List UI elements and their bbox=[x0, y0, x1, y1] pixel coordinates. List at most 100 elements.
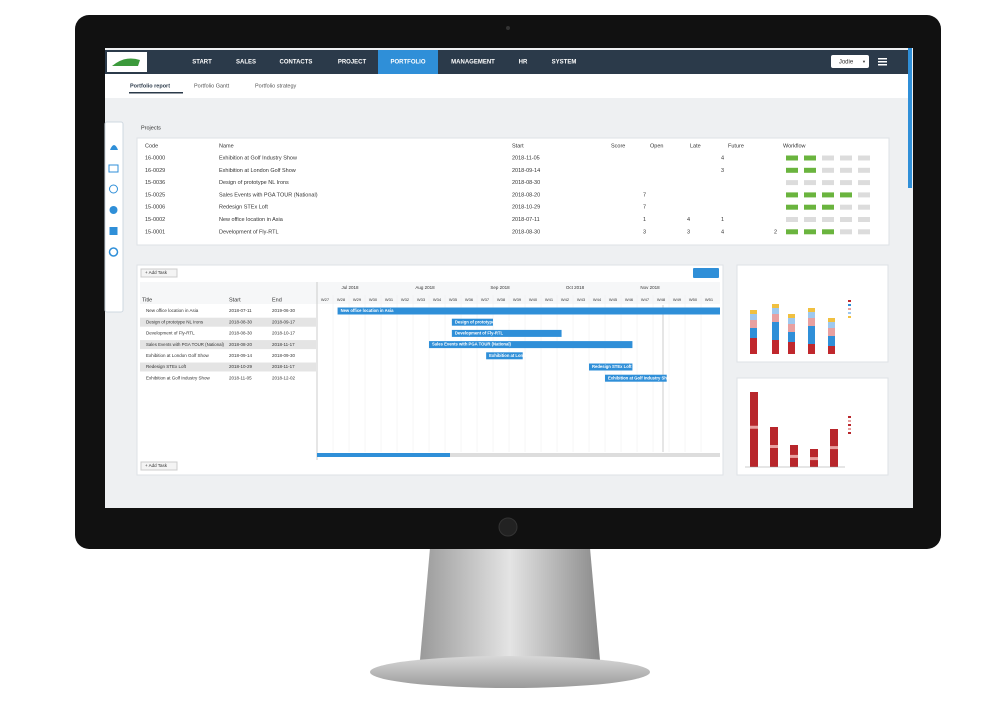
mini-bar-band bbox=[750, 425, 758, 429]
cell: 15-0002 bbox=[145, 217, 165, 223]
task-bar[interactable] bbox=[486, 352, 523, 360]
user-name[interactable]: Jodie bbox=[839, 60, 854, 66]
grid-row bbox=[140, 317, 316, 327]
add-task[interactable]: + Add Task bbox=[145, 270, 168, 275]
week-label: W29 bbox=[353, 297, 362, 302]
mini-bar bbox=[788, 314, 795, 318]
grid-row bbox=[140, 306, 316, 316]
nav-item[interactable]: SALES bbox=[236, 60, 256, 66]
stand bbox=[420, 548, 600, 668]
mini-legend-swatch bbox=[848, 304, 851, 306]
workflow-step bbox=[804, 204, 816, 210]
mini-legend-swatch bbox=[848, 428, 851, 430]
task-title: Exhibition at Golf Industry Show bbox=[146, 375, 211, 380]
mini-legend-swatch bbox=[848, 424, 851, 426]
grid-header bbox=[140, 282, 720, 304]
task-title: Design of prototype NL Irons bbox=[146, 319, 204, 324]
task-bar[interactable] bbox=[589, 363, 633, 371]
week-label: W34 bbox=[433, 297, 442, 302]
tab[interactable]: Portfolio Gantt bbox=[194, 83, 230, 89]
refresh-icon[interactable] bbox=[108, 247, 119, 257]
nav-item[interactable]: HR bbox=[519, 60, 528, 66]
week-label: W41 bbox=[545, 297, 554, 302]
chat-icon[interactable] bbox=[109, 184, 118, 194]
workflow-step bbox=[822, 167, 834, 173]
task-end: 2018-09-30 bbox=[272, 353, 296, 358]
mini-bar bbox=[750, 392, 758, 467]
projects-panel bbox=[136, 137, 890, 246]
cell: 4 bbox=[721, 229, 724, 235]
cell: 2 bbox=[774, 229, 777, 235]
cell: 1 bbox=[721, 217, 724, 223]
task-bar[interactable] bbox=[451, 329, 562, 337]
tab[interactable]: Portfolio strategy bbox=[255, 83, 297, 89]
week-label: W33 bbox=[417, 297, 426, 302]
nav-item[interactable]: CONTACTS bbox=[280, 60, 313, 66]
add-task-button[interactable] bbox=[140, 268, 178, 278]
workflow-step bbox=[840, 192, 852, 198]
nav-item[interactable]: SYSTEM bbox=[552, 60, 577, 66]
logo-mark bbox=[112, 58, 140, 66]
mini-bar bbox=[808, 326, 815, 344]
week-label: W31 bbox=[385, 297, 394, 302]
user-button[interactable] bbox=[831, 55, 869, 68]
mini-bar bbox=[750, 320, 757, 328]
week-label: W50 bbox=[689, 297, 698, 302]
add-task[interactable]: + Add Task bbox=[145, 463, 168, 468]
add-task-button[interactable] bbox=[140, 461, 178, 471]
nav-bar bbox=[105, 50, 908, 74]
week-label: W42 bbox=[561, 297, 570, 302]
nav-item[interactable]: START bbox=[192, 60, 212, 66]
menu-icon[interactable] bbox=[878, 58, 887, 66]
task-bar[interactable] bbox=[337, 307, 720, 315]
bell-icon[interactable] bbox=[110, 145, 118, 150]
workflow-step bbox=[804, 229, 816, 235]
sidebar-icons bbox=[108, 145, 119, 257]
cell: 2018-09-14 bbox=[512, 168, 540, 174]
task-bar[interactable] bbox=[605, 374, 667, 382]
h-scroll-thumb[interactable] bbox=[317, 453, 450, 457]
cell: 15-0025 bbox=[145, 192, 165, 198]
cell: 2018-08-30 bbox=[512, 229, 540, 235]
workflow-step bbox=[858, 192, 870, 198]
cell: 16-0029 bbox=[145, 168, 165, 174]
nav-item[interactable]: PORTFOLIO bbox=[391, 60, 426, 66]
caret[interactable]: ▼ bbox=[862, 59, 866, 64]
cell: Development of Fly-RTL bbox=[219, 229, 279, 235]
gantt-column: End bbox=[272, 297, 282, 303]
task-start: 2018-08-20 bbox=[229, 342, 253, 347]
nav-item[interactable]: PROJECT bbox=[338, 60, 367, 66]
month-label: Sep 2018 bbox=[490, 285, 510, 290]
mini-bar bbox=[772, 308, 779, 314]
toolbar-button[interactable] bbox=[693, 268, 719, 278]
workflow-step bbox=[822, 229, 834, 235]
task-end: 2018-09-17 bbox=[272, 319, 296, 324]
workflow-step bbox=[840, 167, 852, 173]
power-button bbox=[498, 517, 518, 537]
workflow-step bbox=[858, 167, 870, 173]
column-header: Start bbox=[512, 143, 524, 149]
task-bar[interactable] bbox=[451, 318, 493, 326]
cell: New office location in Asia bbox=[219, 217, 284, 223]
task-bar[interactable] bbox=[429, 341, 633, 349]
mini-legend-swatch bbox=[848, 300, 851, 302]
mini-bar bbox=[808, 312, 815, 318]
workflow-step bbox=[804, 180, 816, 186]
mail-icon[interactable] bbox=[108, 164, 119, 173]
workflow-step bbox=[822, 217, 834, 222]
nav-item[interactable]: MANAGEMENT bbox=[451, 60, 495, 66]
cell: 2018-08-20 bbox=[512, 192, 540, 198]
workflow-step bbox=[840, 229, 852, 235]
cell: 3 bbox=[643, 229, 646, 235]
tab[interactable]: Portfolio report bbox=[130, 83, 170, 89]
workflow-step bbox=[858, 204, 870, 210]
grid-row bbox=[140, 351, 316, 361]
week-label: W37 bbox=[481, 297, 490, 302]
box-icon[interactable] bbox=[109, 227, 118, 235]
section-title: Projects bbox=[141, 125, 161, 131]
mini-bar-band bbox=[790, 454, 798, 458]
gear-icon[interactable] bbox=[109, 206, 118, 214]
cell: 2018-10-29 bbox=[512, 205, 540, 211]
task-end: 2018-11-17 bbox=[272, 364, 295, 369]
workflow-step bbox=[858, 217, 870, 222]
